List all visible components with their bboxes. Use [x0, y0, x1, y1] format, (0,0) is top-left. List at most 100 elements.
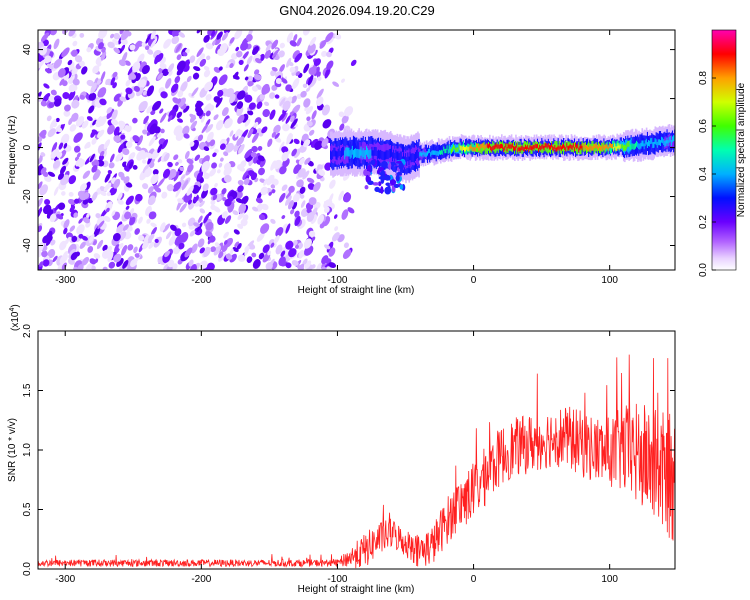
noise-blob — [235, 46, 239, 52]
noise-blob — [209, 139, 216, 147]
noise-blob — [49, 30, 57, 36]
signal-band-cell — [356, 148, 358, 158]
signal-band-cell — [423, 147, 426, 157]
noise-blob — [285, 262, 292, 269]
noise-blob — [147, 186, 154, 194]
noise-blob — [167, 259, 175, 268]
noise-blob — [343, 192, 352, 203]
noise-blob — [321, 255, 329, 265]
noise-blob — [79, 94, 85, 100]
signal-band-cell — [545, 143, 548, 148]
noise-blob — [237, 129, 244, 136]
noise-blob — [113, 178, 121, 189]
noise-blob — [69, 205, 76, 213]
noise-blob — [253, 69, 260, 75]
signal-band-cell — [436, 146, 439, 155]
signal-band-cell — [458, 144, 461, 154]
signal-band-cell — [628, 140, 630, 147]
y-tick-label: -40 — [22, 238, 33, 253]
noise-blob — [118, 171, 125, 178]
noise-blob — [196, 108, 204, 117]
signal-band-cell — [615, 146, 617, 151]
noise-blob — [109, 187, 117, 196]
noise-blob — [289, 66, 296, 73]
noise-blob — [262, 85, 271, 94]
noise-blob — [137, 53, 145, 64]
signal-band-cell — [647, 140, 650, 146]
noise-blob — [123, 176, 130, 184]
signal-band-cell — [630, 144, 633, 151]
noise-blob — [267, 138, 273, 148]
noise-blob — [120, 30, 130, 41]
noise-blob — [115, 152, 124, 162]
signal-band-cell — [367, 148, 369, 157]
signal-band-cell — [552, 145, 554, 151]
noise-blob — [221, 32, 229, 41]
signal-band-cell — [617, 141, 620, 157]
signal-band-cell — [445, 148, 448, 154]
noise-blob — [238, 59, 244, 66]
noise-blob — [300, 90, 307, 98]
signal-band-cell — [410, 153, 413, 163]
noise-blob — [251, 145, 258, 153]
noise-blob — [209, 168, 217, 177]
noise-blob — [224, 215, 232, 224]
noise-blob — [161, 191, 168, 199]
noise-blob — [271, 66, 278, 72]
noise-blob — [92, 65, 100, 74]
noise-blob — [271, 131, 277, 138]
signal-band-cell — [594, 143, 597, 149]
noise-blob — [71, 49, 78, 57]
signal-band-cell — [429, 148, 431, 153]
noise-blob — [55, 117, 60, 123]
signal-band-cell — [604, 145, 607, 150]
noise-blob — [341, 209, 349, 220]
noise-blob — [45, 236, 53, 246]
noise-blob — [271, 39, 279, 50]
noise-blob — [331, 232, 340, 242]
signal-tail-blob — [398, 162, 404, 170]
noise-blob — [286, 132, 292, 142]
signal-band-cell — [523, 141, 526, 150]
noise-blob — [178, 242, 185, 250]
noise-blob — [107, 169, 113, 175]
signal-band-cell — [451, 147, 454, 152]
noise-blob — [306, 116, 311, 122]
noise-blob — [324, 244, 331, 250]
noise-blob — [317, 76, 322, 81]
signal-band-cell — [663, 139, 665, 146]
noise-blob — [259, 93, 266, 100]
signal-band-cell — [565, 140, 567, 150]
signal-tail-blob — [365, 174, 370, 183]
signal-band-cell — [667, 140, 670, 147]
noise-blob — [302, 30, 310, 36]
noise-blob — [229, 248, 234, 256]
signal-band-cell — [654, 138, 657, 151]
noise-blob — [201, 161, 211, 172]
noise-blob — [137, 79, 147, 89]
signal-band-cell — [467, 146, 469, 152]
signal-band-cell — [576, 144, 578, 150]
noise-blob — [74, 55, 83, 63]
noise-blob — [47, 128, 56, 138]
signal-band-cell — [339, 150, 342, 160]
noise-blob — [164, 250, 171, 258]
noise-blob — [187, 163, 194, 173]
signal-band-cell — [549, 145, 552, 150]
signal-band-cell — [495, 143, 498, 148]
noise-blob — [267, 250, 272, 256]
noise-blob — [58, 142, 64, 150]
noise-blob — [278, 50, 285, 58]
noise-blob — [70, 251, 78, 261]
signal-band-cell — [547, 144, 550, 154]
signal-band-cell — [517, 147, 519, 153]
signal-band-cell — [433, 150, 436, 156]
signal-tail-blob — [396, 171, 403, 176]
noise-blob — [168, 168, 177, 179]
spectrogram-y-label: Frequency (Hz) — [7, 116, 18, 185]
signal-tail-blob — [370, 159, 376, 166]
signal-band-cell — [620, 144, 623, 149]
noise-blob — [303, 238, 312, 249]
noise-blob — [77, 264, 84, 270]
